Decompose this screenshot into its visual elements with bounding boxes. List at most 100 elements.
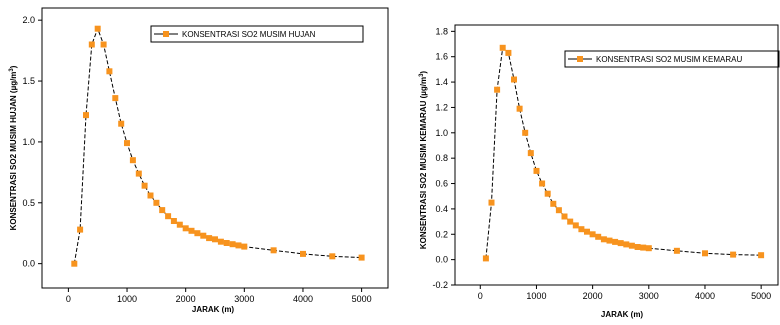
- chart-right-xtick-label: 2000: [583, 291, 603, 301]
- chart-right-xtick-label: 3000: [639, 291, 659, 301]
- chart-left-data-point: [358, 254, 365, 261]
- chart-right-plot-area: [454, 24, 779, 286]
- chart-left-data-point: [129, 157, 136, 164]
- chart-left-data-point: [212, 236, 218, 243]
- chart-right-data-point: [494, 86, 501, 93]
- chart-left-ytick-label: 0.0: [22, 259, 35, 269]
- chart-left-data-point: [83, 112, 89, 119]
- chart-left-data-point: [206, 235, 213, 242]
- chart-right-frame: [454, 24, 779, 286]
- chart-left-data-point: [170, 218, 177, 224]
- chart-right-xtick-label: 0: [478, 291, 483, 301]
- chart-left-data-point: [188, 227, 195, 234]
- chart-left-data-point: [112, 95, 119, 102]
- chart-left-xlabel: JARAK (m): [192, 305, 235, 314]
- chart-left-markers: [71, 25, 365, 267]
- chart-left-data-point: [135, 170, 142, 177]
- chart-left-xtick-label: 0: [66, 294, 71, 304]
- chart-right-ytick-label: -0.2: [432, 280, 448, 290]
- chart-right-legend-box: [564, 50, 780, 68]
- chart-left-data-point: [88, 41, 95, 48]
- chart-right-data-point: [533, 167, 540, 174]
- chart-right-data-point: [516, 105, 523, 112]
- chart-left-data-point: [159, 207, 166, 214]
- chart-left-ytick-label: 2.0: [22, 15, 35, 25]
- chart-left-legend-box: [150, 25, 364, 43]
- chart-left-data-point: [329, 253, 336, 260]
- chart-left-legend-marker: [163, 31, 169, 37]
- chart-right-data-point: [511, 76, 517, 83]
- chart-right-ytick-label: 0.4: [435, 204, 448, 214]
- chart-right-data-point: [555, 207, 562, 214]
- chart-left-data-point: [194, 230, 201, 237]
- chart-right-data-point: [623, 241, 630, 248]
- chart-right-data-point: [567, 218, 574, 225]
- chart-left-data-point: [182, 225, 189, 232]
- chart-right-data-point: [600, 236, 607, 243]
- chart-right-legend-marker: [577, 56, 583, 62]
- chart-left-data-point: [176, 221, 183, 228]
- chart-left-data-point: [165, 213, 172, 220]
- chart-right-ytick-label: 0.8: [435, 153, 448, 163]
- chart-right-legend-label: KONSENTRASI SO2 MUSIM KEMARAU: [596, 55, 742, 64]
- chart-left-ytick-label: 1.5: [22, 76, 35, 86]
- chart-right-data-point: [673, 247, 680, 254]
- chart-left-data-point: [270, 247, 277, 254]
- chart-left-xtick-label: 4000: [293, 294, 313, 304]
- chart-left-data-point: [124, 140, 130, 147]
- chart-right-data-point: [595, 233, 602, 240]
- chart-right-data-point: [758, 252, 765, 259]
- chart-right-data-point: [617, 240, 624, 247]
- chart-left-xtick-label: 5000: [352, 294, 372, 304]
- chart-right-ytick-label: 0.0: [435, 255, 448, 265]
- chart-right-data-point: [730, 251, 737, 258]
- chart-right-data-point: [550, 200, 557, 207]
- chart-right-data-point: [572, 222, 579, 229]
- chart-right-xtick-label: 1000: [526, 291, 546, 301]
- chart-left-plot-area: [41, 7, 389, 289]
- chart-right-data-point: [702, 250, 708, 257]
- chart-right-data-point: [584, 228, 590, 235]
- chart-left-data-point: [100, 41, 107, 48]
- chart-right-data-point: [634, 244, 641, 250]
- chart-right-data-point: [527, 150, 534, 157]
- chart-left-data-point: [223, 240, 230, 246]
- chart-right-data-point: [522, 129, 529, 136]
- chart-right-ytick-label: 0.2: [435, 229, 448, 239]
- chart-left-ticks: 0 1000 2000 3000 4000 5000 0.0 0.5 1.0 1.5 2.0: [22, 15, 371, 304]
- chart-right-xtick-label: 4000: [695, 291, 715, 301]
- chart-right-legend: KONSENTRASI SO2 MUSIM KEMARAU: [564, 50, 780, 68]
- chart-right-data-point: [488, 199, 495, 206]
- chart-right-data-point: [561, 213, 568, 220]
- chart-right-ytick-label: 0.6: [435, 179, 448, 189]
- chart-left-series-line: [73, 27, 362, 264]
- chart-right-data-point: [645, 245, 652, 252]
- chart-right-data-point: [482, 255, 489, 262]
- chart-left-data-point: [229, 241, 236, 248]
- chart-left-legend-label: KONSENTRASI SO2 MUSIM HUJAN: [182, 30, 316, 39]
- chart-right-series-line: [485, 46, 762, 259]
- chart-left-data-point: [141, 182, 148, 189]
- chart-left-data-point: [94, 25, 101, 32]
- chart-left-data-point: [71, 260, 78, 267]
- chart-right-xtick-label: 5000: [751, 291, 771, 301]
- chart-right-data-point: [606, 237, 613, 244]
- chart-left-data-point: [200, 232, 207, 239]
- chart-right-data-point: [544, 190, 551, 197]
- chart-right-ytick-label: 1.6: [435, 52, 448, 62]
- chart-left-xtick-label: 3000: [234, 294, 254, 304]
- chart-left-xtick-label: 2000: [176, 294, 196, 304]
- chart-right-data-point: [589, 231, 596, 238]
- chart-right-data-point: [640, 244, 647, 251]
- chart-right-data-point: [505, 49, 512, 56]
- chart-right-ytick-label: 1.2: [435, 102, 448, 112]
- chart-right-ticks: 0 1000 2000 3000 4000 5000 -0.2 0.0 0.2 0.4 0.6 0.8…: [432, 26, 771, 301]
- chart-right-data-point: [612, 238, 619, 245]
- chart-left-data-point: [106, 68, 113, 75]
- chart-right-data-point: [578, 226, 585, 233]
- chart-left-ylabel: KONSENTRASI SO2 MUSIM HUJAN (µg/m3): [9, 65, 18, 230]
- chart-right-data-point: [499, 44, 506, 51]
- chart-right-data-point: [539, 180, 546, 187]
- chart-left-xtick-label: 1000: [117, 294, 137, 304]
- chart-left-data-point: [77, 226, 84, 233]
